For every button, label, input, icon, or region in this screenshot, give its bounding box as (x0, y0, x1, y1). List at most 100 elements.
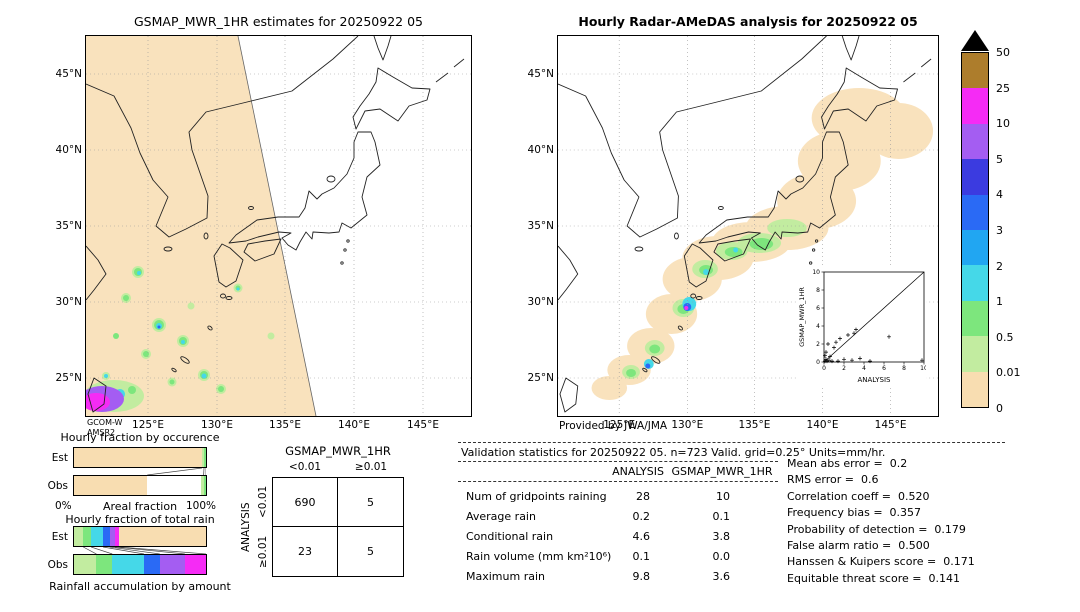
lon-tick-label: 130°E (671, 419, 704, 431)
contingency-cell-hit: 5 (367, 545, 374, 558)
bar-segment (74, 527, 84, 546)
bar-segment (109, 527, 115, 546)
scatter-points (823, 327, 924, 364)
bar-segment (159, 555, 185, 574)
contingency-row-axis-title: ANALYSIS (240, 502, 252, 552)
stat-value: 28 (636, 490, 650, 503)
colorbar-segment (962, 159, 988, 195)
colorbar-tick-label: 4 (996, 188, 1003, 202)
lon-tick-label: 125°E (603, 419, 636, 431)
satellite-name: GCOM-W (87, 418, 123, 427)
colorbar-tick-label: 50 (996, 46, 1010, 59)
stat-row-label: Maximum rain (466, 570, 545, 583)
contingency-table: 690 5 23 5 (272, 477, 404, 577)
colorbar-tick-label: 25 (996, 81, 1010, 95)
lat-tick-label: 30°N (55, 296, 82, 308)
score-line: Frequency bias = 0.357 (787, 506, 922, 520)
lat-tick-label: 35°N (527, 220, 554, 232)
stat-value: 4.6 (632, 530, 651, 543)
svg-text:8: 8 (902, 365, 906, 372)
contingency-cell-correct-negative: 690 (273, 478, 338, 527)
totalrain-axis-label: Rainfall accumulation by amount (49, 580, 231, 593)
stat-value: 9.8 (632, 570, 651, 583)
areal-axis-max: 100% (186, 500, 217, 512)
bar-segment (74, 555, 97, 574)
bar-segment (112, 555, 144, 574)
stat-value: 0.0 (712, 550, 731, 563)
svg-text:6: 6 (816, 305, 820, 312)
colorbar-segment (962, 265, 988, 301)
totalrain-chart-title: Hourly fraction of total rain (65, 513, 215, 526)
inset-xlabel: ANALYSIS (857, 376, 891, 384)
colorbar-segment (962, 88, 988, 124)
contingency-row-label-lt: <0.01 (257, 485, 269, 519)
score-line: Correlation coeff = 0.520 (787, 489, 930, 503)
scatter-inset: 0 0 2 2 4 4 6 6 8 8 10 10 ANALYSIS GSMAP_MWR_1HR (796, 266, 928, 388)
stat-row-label: Rain volume (mm km²10⁶) (466, 550, 612, 563)
colorbar-tick-label: 2 (996, 259, 1003, 273)
colorbar: 50 25 10 5 4 3 2 1 0.5 0.01 0 (961, 30, 1056, 425)
stat-row-label: Conditional rain (466, 530, 554, 543)
occurrence-obs-bar (73, 475, 207, 496)
bar-segment (184, 555, 206, 574)
colorbar-tick-label: 0 (996, 402, 1003, 415)
score-line: Probability of detection = 0.179 (787, 522, 966, 536)
stat-value: 0.1 (632, 550, 651, 563)
bar-segment (202, 448, 204, 467)
contingency-cell-miss: 23 (273, 527, 338, 576)
bar-segment (74, 476, 148, 495)
validation-col-gsmap: GSMAP_MWR_1HR (671, 465, 773, 478)
one-to-one-line (823, 271, 925, 363)
analysis-precip-cells (591, 88, 934, 400)
stat-value: 3.6 (712, 570, 731, 583)
colorbar-segment (962, 300, 988, 337)
colorbar-overflow-triangle (961, 30, 989, 51)
svg-text:2: 2 (816, 341, 820, 348)
lat-tick-label: 45°N (527, 68, 554, 80)
score-list: Mean abs error = 0.2 RMS error = 0.6 Cor… (787, 456, 975, 587)
areal-axis-label: Areal fraction (102, 500, 178, 513)
colorbar-tick-label: 5 (996, 152, 1003, 166)
stat-value: 0.2 (632, 510, 651, 523)
bar-segment (200, 476, 204, 495)
bar-segment (91, 527, 104, 546)
svg-text:4: 4 (816, 323, 820, 330)
totalrain-est-label: Est (51, 531, 68, 543)
stat-row-label: Average rain (466, 510, 536, 523)
colorbar-tick-label: 1 (996, 295, 1003, 309)
stat-value: 0.1 (712, 510, 731, 523)
estimate-map-title: GSMAP_MWR_1HR estimates for 20250922 05 (134, 14, 423, 29)
totalrain-obs-label: Obs (47, 559, 68, 571)
lon-tick-label: 125°E (132, 419, 164, 431)
lat-tick-label: 35°N (55, 220, 82, 232)
bar-segment (204, 448, 206, 467)
svg-text:0: 0 (816, 359, 820, 366)
stat-row-label: Num of gridpoints raining (466, 490, 607, 503)
lat-tick-label: 40°N (527, 144, 554, 156)
colorbar-segment (962, 336, 988, 372)
analysis-map-title: Hourly Radar-AMeDAS analysis for 2025092… (578, 14, 918, 29)
lat-tick-label: 45°N (55, 68, 82, 80)
lon-tick-label: 130°E (201, 419, 233, 431)
bar-segment (96, 555, 113, 574)
bar-segment (203, 476, 206, 495)
bar-segment (118, 527, 206, 546)
svg-text:4: 4 (862, 365, 866, 372)
occurrence-connectors (74, 468, 206, 475)
bar-segment (103, 527, 110, 546)
validation-title: Validation statistics for 20250922 05. n… (461, 446, 886, 459)
colorbar-tick-label: 0.01 (996, 366, 1021, 380)
totalrain-est-bar (73, 526, 207, 547)
lat-tick-label: 25°N (55, 372, 82, 384)
stat-value: 3.8 (712, 530, 731, 543)
score-line: False alarm ratio = 0.500 (787, 539, 930, 553)
contingency-cell-false-alarm: 5 (338, 478, 403, 527)
stat-value: 10 (716, 490, 730, 503)
sensor-name: AMSR2 (87, 428, 116, 437)
colorbar-segment (962, 194, 988, 231)
areal-axis-min: 0% (55, 500, 72, 512)
occurrence-est-label: Est (51, 452, 68, 464)
svg-text:6: 6 (882, 365, 886, 372)
svg-text:8: 8 (816, 287, 820, 294)
